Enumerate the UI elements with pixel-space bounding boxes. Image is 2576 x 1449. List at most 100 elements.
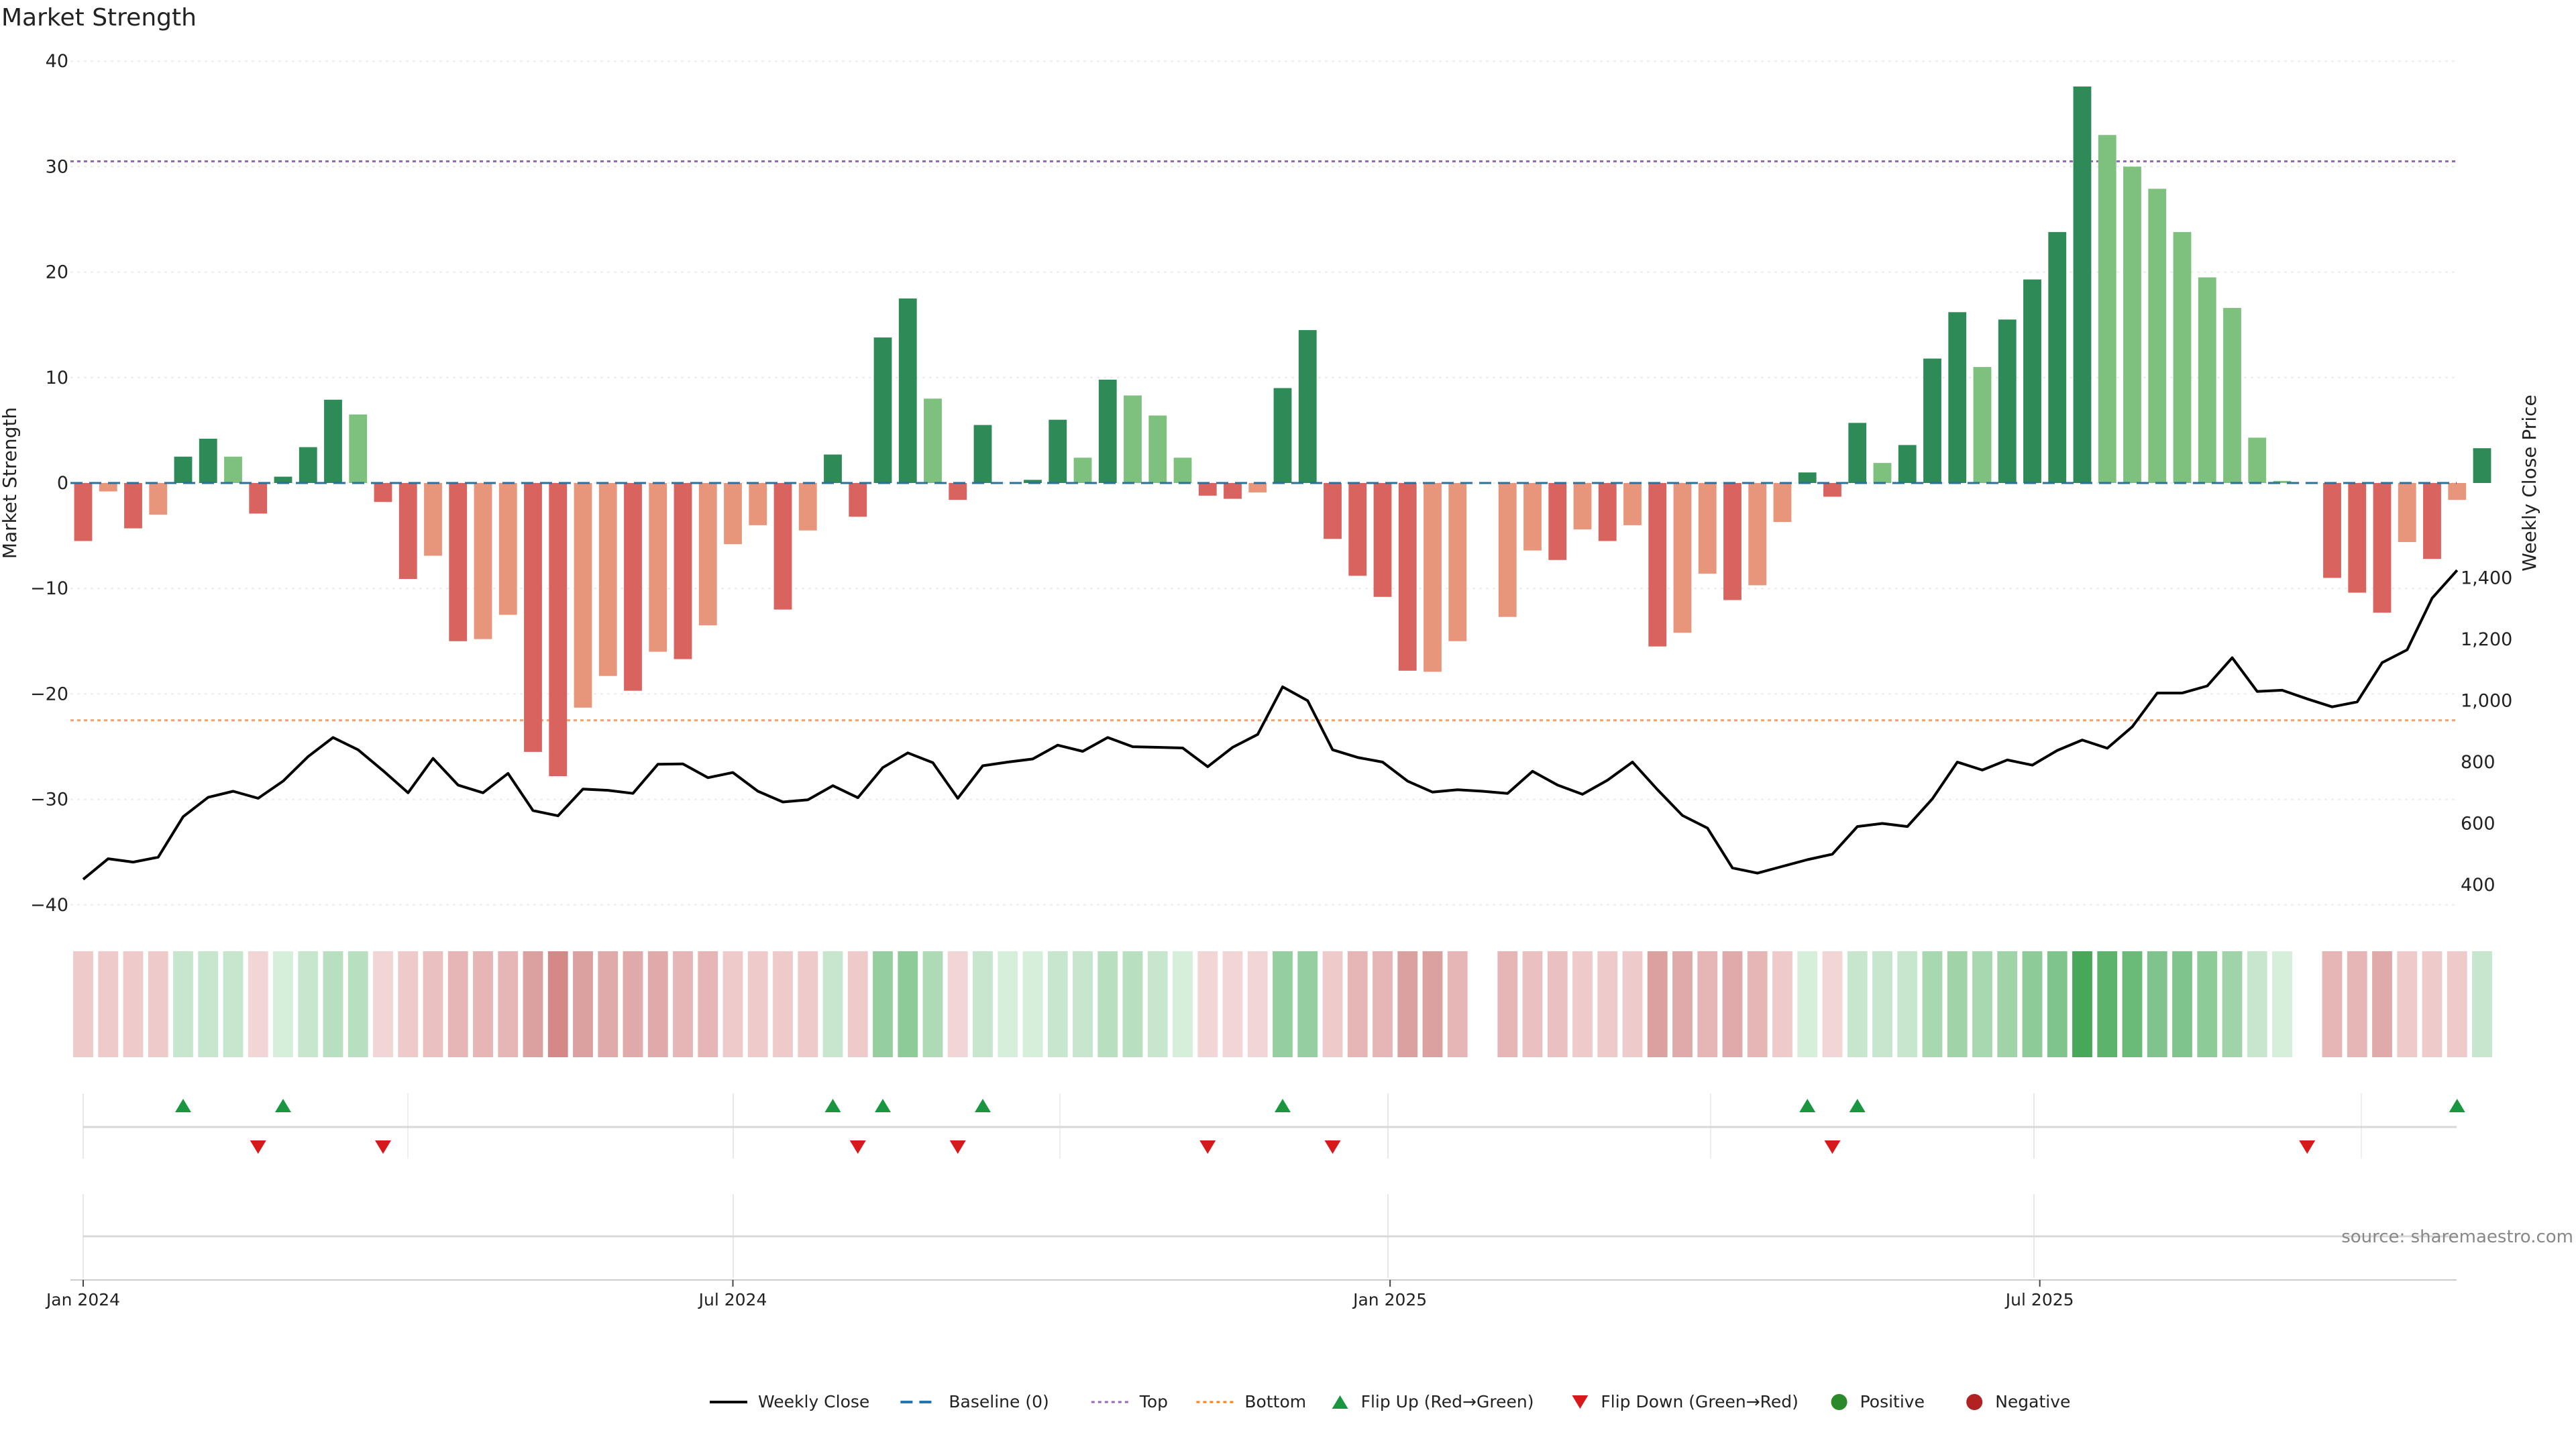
heat-cell-7 — [248, 951, 268, 1057]
heat-cell-8 — [273, 951, 293, 1057]
bar-74 — [1923, 358, 1941, 483]
flip-down-marker-7 — [2299, 1140, 2316, 1154]
bar-8 — [274, 476, 292, 483]
heat-cell-31 — [847, 951, 868, 1057]
flip-down-marker-2 — [849, 1140, 866, 1154]
flip-up-marker-4 — [975, 1099, 991, 1112]
legend: Weekly Close Baseline (0) Top Bottom Flip Up… — [710, 1392, 2070, 1411]
bar-16 — [474, 483, 492, 639]
right-y-axis: 1,400 1,200 1,000 800 600 400 — [2461, 568, 2512, 896]
legend-label-4: Flip Up (Red→Green) — [1361, 1392, 1534, 1411]
bar-12 — [374, 483, 392, 502]
y-tick-label-0: 40 — [46, 51, 68, 72]
y-tick-label-7: −30 — [30, 790, 68, 810]
bar-23 — [649, 483, 667, 652]
heat-cell-75 — [1947, 951, 1968, 1057]
bar-66 — [1723, 483, 1741, 600]
y2-tick-label-4: 600 — [2461, 814, 2496, 835]
legend-item-1: Baseline (0) — [900, 1392, 1049, 1411]
heat-cell-62 — [1622, 951, 1643, 1057]
heat-cell-93 — [2397, 951, 2418, 1057]
heat-cell-5 — [198, 951, 219, 1057]
heat-cell-87 — [2247, 951, 2267, 1057]
flip-down-marker-1 — [375, 1140, 391, 1154]
heat-cell-71 — [1847, 951, 1868, 1057]
heat-cell-4 — [173, 951, 193, 1057]
heat-cell-70 — [1822, 951, 1843, 1057]
bar-48 — [1273, 388, 1292, 483]
weekly-close-line — [82, 569, 2459, 881]
heat-cell-54 — [1422, 951, 1443, 1057]
y2-tick-label-5: 400 — [2461, 875, 2496, 896]
bar-88 — [2273, 480, 2292, 483]
bar-62 — [1623, 483, 1642, 525]
heat-cell-44 — [1173, 951, 1193, 1057]
heat-cell-22 — [623, 951, 643, 1057]
bar-31 — [849, 483, 867, 517]
heat-cell-95 — [2447, 951, 2467, 1057]
heat-cell-33 — [898, 951, 918, 1057]
y-axis-label: Market Strength — [0, 407, 21, 559]
heat-cell-14 — [423, 951, 443, 1057]
bar-9 — [299, 447, 317, 483]
bar-29 — [798, 483, 817, 531]
threshold-lines — [70, 160, 2457, 722]
heat-cell-72 — [1872, 951, 1892, 1057]
heat-cell-24 — [673, 951, 693, 1057]
heat-cell-10 — [323, 951, 343, 1057]
bar-51 — [1348, 483, 1367, 576]
legend-item-0: Weekly Close — [710, 1392, 869, 1411]
y-tick-label-4: 0 — [57, 473, 68, 494]
bar-86 — [2223, 308, 2241, 483]
x-axis: Jan 2024 Jul 2024 Jan 2025 Jul 2025 — [45, 1279, 2457, 1309]
bar-3 — [149, 483, 168, 515]
heat-cell-9 — [298, 951, 319, 1057]
heat-cell-51 — [1347, 951, 1368, 1057]
bar-79 — [2048, 231, 2067, 483]
heat-cell-11 — [347, 951, 368, 1057]
bar-91 — [2348, 483, 2367, 593]
legend-swatch-4 — [1332, 1395, 1348, 1409]
bar-2 — [124, 483, 142, 529]
heat-cell-79 — [2047, 951, 2068, 1057]
bar-40 — [1073, 458, 1092, 483]
bar-27 — [749, 483, 767, 525]
bar-35 — [949, 483, 967, 500]
bar-20 — [574, 483, 592, 708]
bar-77 — [1998, 319, 2017, 483]
bar-41 — [1098, 379, 1117, 483]
heat-cell-53 — [1397, 951, 1418, 1057]
heat-cell-74 — [1922, 951, 1943, 1057]
y2-tick-label-1: 1,200 — [2461, 629, 2512, 650]
flip-up-marker-5 — [1275, 1099, 1291, 1112]
bar-1 — [99, 483, 117, 492]
bar-76 — [1973, 367, 1992, 483]
heat-cell-35 — [947, 951, 968, 1057]
heat-cell-13 — [398, 951, 419, 1057]
bar-43 — [1148, 415, 1167, 483]
y-tick-label-1: 30 — [46, 156, 68, 177]
heat-cell-26 — [722, 951, 743, 1057]
heat-cell-48 — [1273, 951, 1293, 1057]
flip-markers-panel — [83, 1093, 2465, 1159]
heat-cell-2 — [123, 951, 144, 1057]
bar-26 — [724, 483, 742, 545]
legend-item-2: Top — [1091, 1392, 1168, 1411]
y-tick-label-8: −40 — [30, 895, 68, 916]
bar-85 — [2198, 277, 2216, 483]
heat-cell-6 — [223, 951, 244, 1057]
heat-cell-15 — [447, 951, 468, 1057]
bar-60 — [1573, 483, 1592, 530]
bar-28 — [773, 483, 792, 610]
bar-63 — [1648, 483, 1667, 647]
bar-49 — [1298, 330, 1317, 483]
heat-cell-25 — [698, 951, 718, 1057]
heat-cell-65 — [1697, 951, 1718, 1057]
heat-cell-20 — [573, 951, 593, 1057]
heat-cell-3 — [148, 951, 168, 1057]
heat-cell-94 — [2422, 951, 2443, 1057]
heat-cell-17 — [498, 951, 519, 1057]
heat-cell-41 — [1097, 951, 1118, 1057]
heat-cell-43 — [1147, 951, 1168, 1057]
bar-93 — [2398, 483, 2416, 543]
